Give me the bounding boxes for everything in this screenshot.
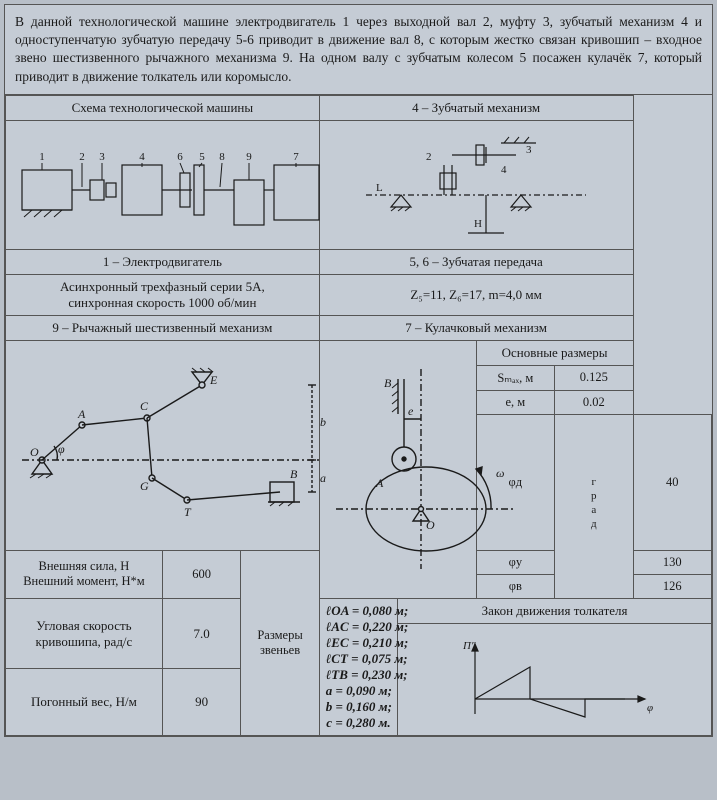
svg-text:2: 2	[426, 151, 432, 163]
omega-label: Угловая скорость кривошипа, рад/с	[6, 598, 163, 669]
svg-text:П″: П″	[462, 640, 476, 652]
svg-text:C: C	[140, 399, 149, 413]
val-smax: 0.125	[555, 365, 633, 390]
svg-text:ω: ω	[496, 466, 504, 480]
sizes-label: Размеры звеньев	[241, 550, 319, 735]
svg-text:3: 3	[99, 151, 105, 163]
header-sizes: Основные размеры	[476, 340, 633, 365]
svg-text:O: O	[426, 518, 435, 532]
label-grad: град	[555, 414, 633, 598]
header-lever: 9 – Рычажный шестизвенный механизм	[6, 315, 320, 340]
weight-label: Погонный вес, Н/м	[6, 669, 163, 735]
intro-paragraph: В данной технологической машине электрод…	[5, 5, 712, 95]
svg-text:φ: φ	[647, 702, 653, 714]
svg-text:4: 4	[501, 164, 507, 176]
svg-text:E: E	[209, 373, 218, 387]
dimensions-list: ℓOA = 0,080 м; ℓAC = 0,220 м; ℓEC = 0,21…	[319, 598, 397, 735]
svg-text:B: B	[290, 467, 298, 481]
svg-text:a: a	[320, 471, 326, 485]
val-e: 0.02	[555, 390, 633, 414]
force-label: Внешняя сила, Н Внешний момент, Н*м	[6, 550, 163, 598]
val-phid: 40	[633, 414, 712, 550]
svg-text:2: 2	[79, 151, 85, 163]
diagram-cam: B A O e ω	[319, 340, 476, 598]
weight-val: 90	[162, 669, 240, 735]
svg-text:6: 6	[177, 151, 183, 163]
header-cam: 7 – Кулачковый механизм	[319, 315, 633, 340]
force-val: 600	[162, 550, 240, 598]
svg-text:5: 5	[199, 151, 205, 163]
svg-text:B: B	[384, 376, 392, 390]
svg-text:7: 7	[293, 151, 299, 163]
header-law: Закон движения толкателя	[398, 598, 712, 623]
svg-text:A: A	[375, 476, 384, 490]
diagram-lever: O A C E G T B φ b a	[6, 340, 320, 550]
diagram-gearmech: 2 3 4 Н L	[319, 120, 633, 249]
label-phiv: φв	[476, 574, 554, 598]
label-phid: φд	[476, 414, 554, 550]
header-motor: 1 – Электродвигатель	[6, 249, 320, 274]
svg-text:Н: Н	[474, 218, 482, 230]
svg-text:L: L	[376, 182, 383, 194]
svg-text:O: O	[30, 445, 39, 459]
svg-text:3: 3	[526, 144, 532, 156]
motor-spec: Асинхронный трехфазный серии 5А, синхрон…	[6, 274, 320, 315]
svg-text:9: 9	[246, 151, 252, 163]
svg-text:T: T	[184, 505, 192, 519]
diagram-scheme: 1 2 3 4 6 5 8 9 7	[6, 120, 320, 249]
svg-text:A: A	[77, 407, 86, 421]
label-phiy: φу	[476, 550, 554, 574]
label-smax: Sₘₐₓ, м	[476, 365, 554, 390]
val-phiv: 126	[633, 574, 712, 598]
omega-val: 7.0	[162, 598, 240, 669]
diagram-law: П″ φ	[398, 623, 712, 735]
worksheet: В данной технологической машине электрод…	[4, 4, 713, 737]
header-gearmech: 4 – Зубчатый механизм	[319, 95, 633, 120]
val-phiy: 130	[633, 550, 712, 574]
svg-text:b: b	[320, 415, 326, 429]
header-transmission: 5, 6 – Зубчатая передача	[319, 249, 633, 274]
svg-text:G: G	[140, 479, 149, 493]
svg-text:4: 4	[139, 151, 145, 163]
main-table: Схема технологической машины 4 – Зубчаты…	[5, 95, 712, 736]
svg-text:1: 1	[39, 151, 45, 163]
svg-text:8: 8	[219, 151, 225, 163]
svg-text:e: e	[408, 404, 414, 418]
header-scheme: Схема технологической машины	[6, 95, 320, 120]
label-e: e, м	[476, 390, 554, 414]
transmission-spec: Z₅=11, Z₆=17, m=4,0 мм	[319, 274, 633, 315]
svg-text:φ: φ	[58, 442, 65, 456]
